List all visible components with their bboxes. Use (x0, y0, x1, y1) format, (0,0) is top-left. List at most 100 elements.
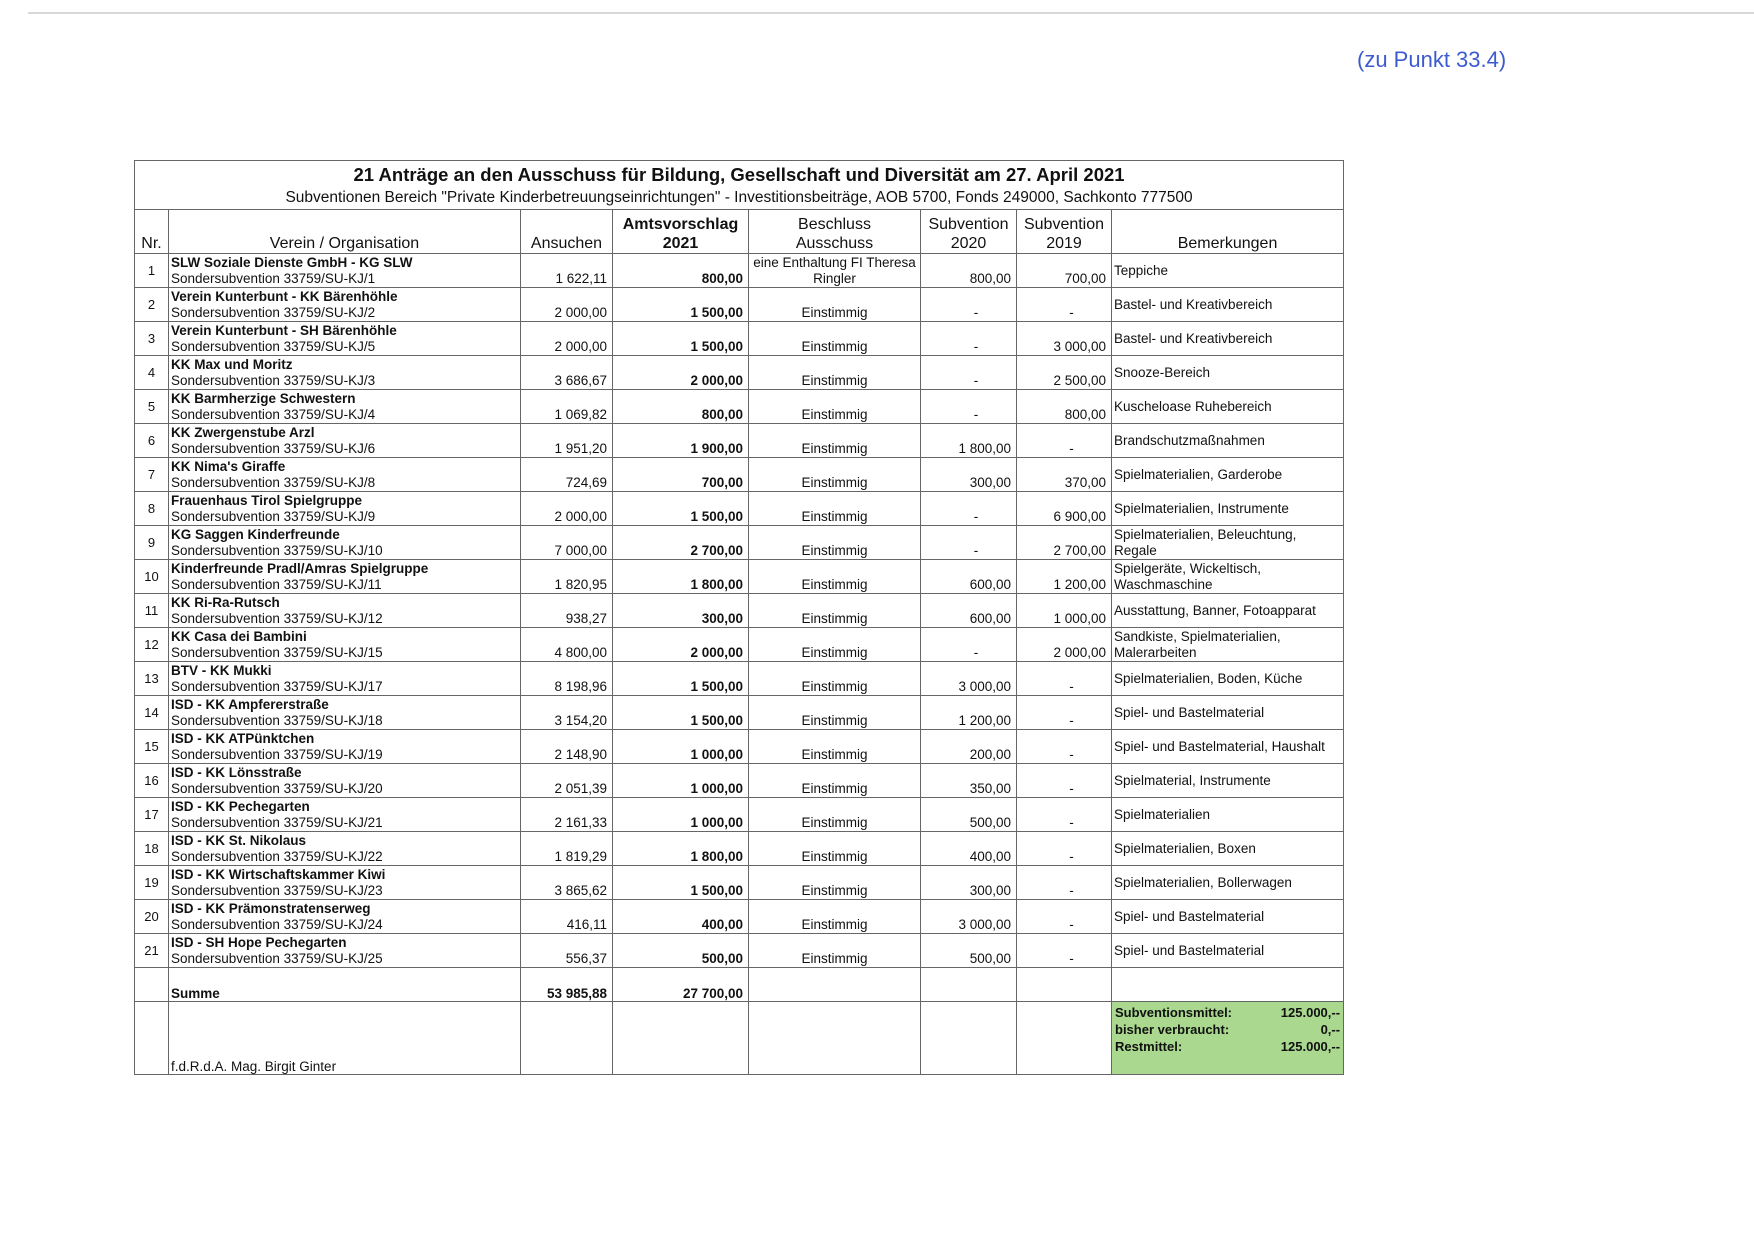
row-ansuchen: 556,37 (520, 933, 613, 968)
row-bemerkungen: Spielmaterialien, Instrumente (1110, 491, 1345, 526)
row-sub2019: 2 500,00 (1016, 355, 1112, 390)
row-amtsvorschlag: 400,00 (612, 899, 749, 934)
row-organisation: KK Zwergenstube Arzl Sondersubvention 337… (168, 423, 521, 458)
summe-label: Summe (168, 967, 521, 1002)
row-amtsvorschlag: 1 500,00 (612, 287, 749, 322)
row-beschluss: Einstimmig (748, 287, 921, 322)
row-nr: 12 (134, 627, 169, 662)
row-nr: 10 (134, 559, 169, 594)
row-nr: 17 (134, 797, 169, 832)
row-ansuchen: 3 865,62 (520, 865, 613, 900)
empty-cell (920, 967, 1017, 1002)
row-nr: 13 (134, 661, 169, 696)
header-beschluss-line1: Beschluss (798, 216, 871, 233)
org-reference: Sondersubvention 33759/SU-KJ/9 (171, 509, 376, 524)
row-amtsvorschlag: 1 500,00 (612, 661, 749, 696)
signature: f.d.R.d.A. Mag. Birgit Ginter (168, 1001, 521, 1075)
header-sub2019: Subvention 2019 (1016, 209, 1112, 254)
org-name: KG Saggen Kinderfreunde (171, 527, 340, 542)
agenda-reference: (zu Punkt 33.4) (1357, 47, 1507, 72)
row-nr: 9 (134, 525, 169, 560)
row-sub2019: 2 000,00 (1016, 627, 1112, 662)
table-row: 20 ISD - KK Prämonstratenserweg Sondersubv… (134, 899, 1345, 934)
row-sub2019: - (1016, 423, 1112, 458)
row-sub2020: 600,00 (920, 593, 1017, 628)
org-name: ISD - KK ATPünktchen (171, 731, 315, 746)
row-amtsvorschlag: 2 000,00 (612, 627, 749, 662)
row-sub2020: 1 200,00 (920, 695, 1017, 730)
org-name: KK Barmherzige Schwestern (171, 391, 356, 406)
org-name: ISD - KK St. Nikolaus (171, 833, 307, 848)
row-ansuchen: 2 000,00 (520, 321, 613, 356)
row-sub2019: - (1016, 287, 1112, 322)
row-sub2020: - (920, 525, 1017, 560)
row-nr: 3 (134, 321, 169, 356)
row-organisation: ISD - KK Pechegarten Sondersubvention 337… (168, 797, 521, 832)
row-ansuchen: 4 800,00 (520, 627, 613, 662)
org-name: ISD - KK Ampfererstraße (171, 697, 329, 712)
row-sub2019: 370,00 (1016, 457, 1112, 492)
org-reference: Sondersubvention 33759/SU-KJ/1 (171, 271, 376, 286)
row-ansuchen: 2 161,33 (520, 797, 613, 832)
row-bemerkungen: Spielmaterialien, Boxen (1110, 831, 1345, 866)
table-row: 6 KK Zwergenstube Arzl Sondersubvention 33… (134, 423, 1345, 458)
header-sub2019-line1: Subvention (1023, 216, 1105, 233)
row-organisation: KK Ri-Ra-Rutsch Sondersubvention 33759/SU… (168, 593, 521, 628)
org-name: KK Max und Moritz (171, 357, 293, 372)
row-nr: 1 (134, 253, 169, 288)
row-organisation: Verein Kunterbunt - SH Bärenhöhle Sonders… (168, 321, 521, 356)
row-amtsvorschlag: 300,00 (612, 593, 749, 628)
row-sub2020: 400,00 (920, 831, 1017, 866)
row-bemerkungen: Bastel- und Kreativbereich (1110, 321, 1345, 356)
row-beschluss: Einstimmig (748, 729, 921, 764)
row-nr: 20 (134, 899, 169, 934)
row-sub2020: - (920, 321, 1017, 356)
row-sub2019: - (1016, 763, 1112, 798)
row-amtsvorschlag: 1 800,00 (612, 559, 749, 594)
row-bemerkungen: Spielmaterialien, Boden, Küche (1110, 661, 1345, 696)
row-sub2020: 3 000,00 (920, 661, 1017, 696)
org-name: ISD - KK Wirtschaftskammer Kiwi (171, 867, 386, 882)
row-ansuchen: 1 069,82 (520, 389, 613, 424)
row-beschluss: Einstimmig (748, 593, 921, 628)
row-ansuchen: 938,27 (520, 593, 613, 628)
row-beschluss: Einstimmig (748, 355, 921, 390)
empty-cell (748, 967, 921, 1002)
row-bemerkungen: Spielmaterialien, Garderobe (1110, 457, 1345, 492)
row-sub2020: 500,00 (920, 933, 1017, 968)
row-amtsvorschlag: 500,00 (612, 933, 749, 968)
row-nr: 15 (134, 729, 169, 764)
org-reference: Sondersubvention 33759/SU-KJ/15 (171, 645, 383, 660)
row-beschluss: Einstimmig (748, 865, 921, 900)
row-beschluss: Einstimmig (748, 389, 921, 424)
row-organisation: ISD - KK Wirtschaftskammer Kiwi Sondersub… (168, 865, 521, 900)
budget-value: 125.000,-- (1280, 1005, 1341, 1020)
row-amtsvorschlag: 1 500,00 (612, 491, 749, 526)
row-sub2019: - (1016, 933, 1112, 968)
org-name: Verein Kunterbunt - KK Bärenhöhle (171, 289, 398, 304)
row-amtsvorschlag: 1 900,00 (612, 423, 749, 458)
org-name: KK Zwergenstube Arzl (171, 425, 315, 440)
row-organisation: KK Max und Moritz Sondersubvention 33759/… (168, 355, 521, 390)
row-ansuchen: 2 000,00 (520, 491, 613, 526)
row-bemerkungen: Spielmaterial, Instrumente (1110, 763, 1345, 798)
row-beschluss: Einstimmig (748, 763, 921, 798)
row-beschluss: Einstimmig (748, 457, 921, 492)
row-amtsvorschlag: 1 000,00 (612, 797, 749, 832)
table-subtitle: Subventionen Bereich "Private Kinderbetr… (133, 187, 1345, 210)
row-bemerkungen: Sandkiste, Spielmaterialien, Malerarbeit… (1110, 627, 1345, 662)
row-nr: 4 (134, 355, 169, 390)
org-name: Kinderfreunde Pradl/Amras Spielgruppe (171, 561, 429, 576)
header-amts-line2: 2021 (662, 235, 699, 252)
row-sub2019: - (1016, 831, 1112, 866)
row-organisation: ISD - SH Hope Pechegarten Sondersubventio… (168, 933, 521, 968)
budget-line: bisher verbraucht: 0,-- (1115, 1021, 1340, 1038)
table-row: 1 SLW Soziale Dienste GmbH - KG SLW Sonder… (134, 253, 1345, 288)
table-row: 12 KK Casa dei Bambini Sondersubvention 33… (134, 627, 1345, 662)
empty-cell (612, 1001, 749, 1075)
row-sub2020: - (920, 491, 1017, 526)
row-amtsvorschlag: 800,00 (612, 253, 749, 288)
summe-amtsvorschlag: 27 700,00 (612, 967, 749, 1002)
row-sub2019: - (1016, 729, 1112, 764)
row-ansuchen: 2 000,00 (520, 287, 613, 322)
